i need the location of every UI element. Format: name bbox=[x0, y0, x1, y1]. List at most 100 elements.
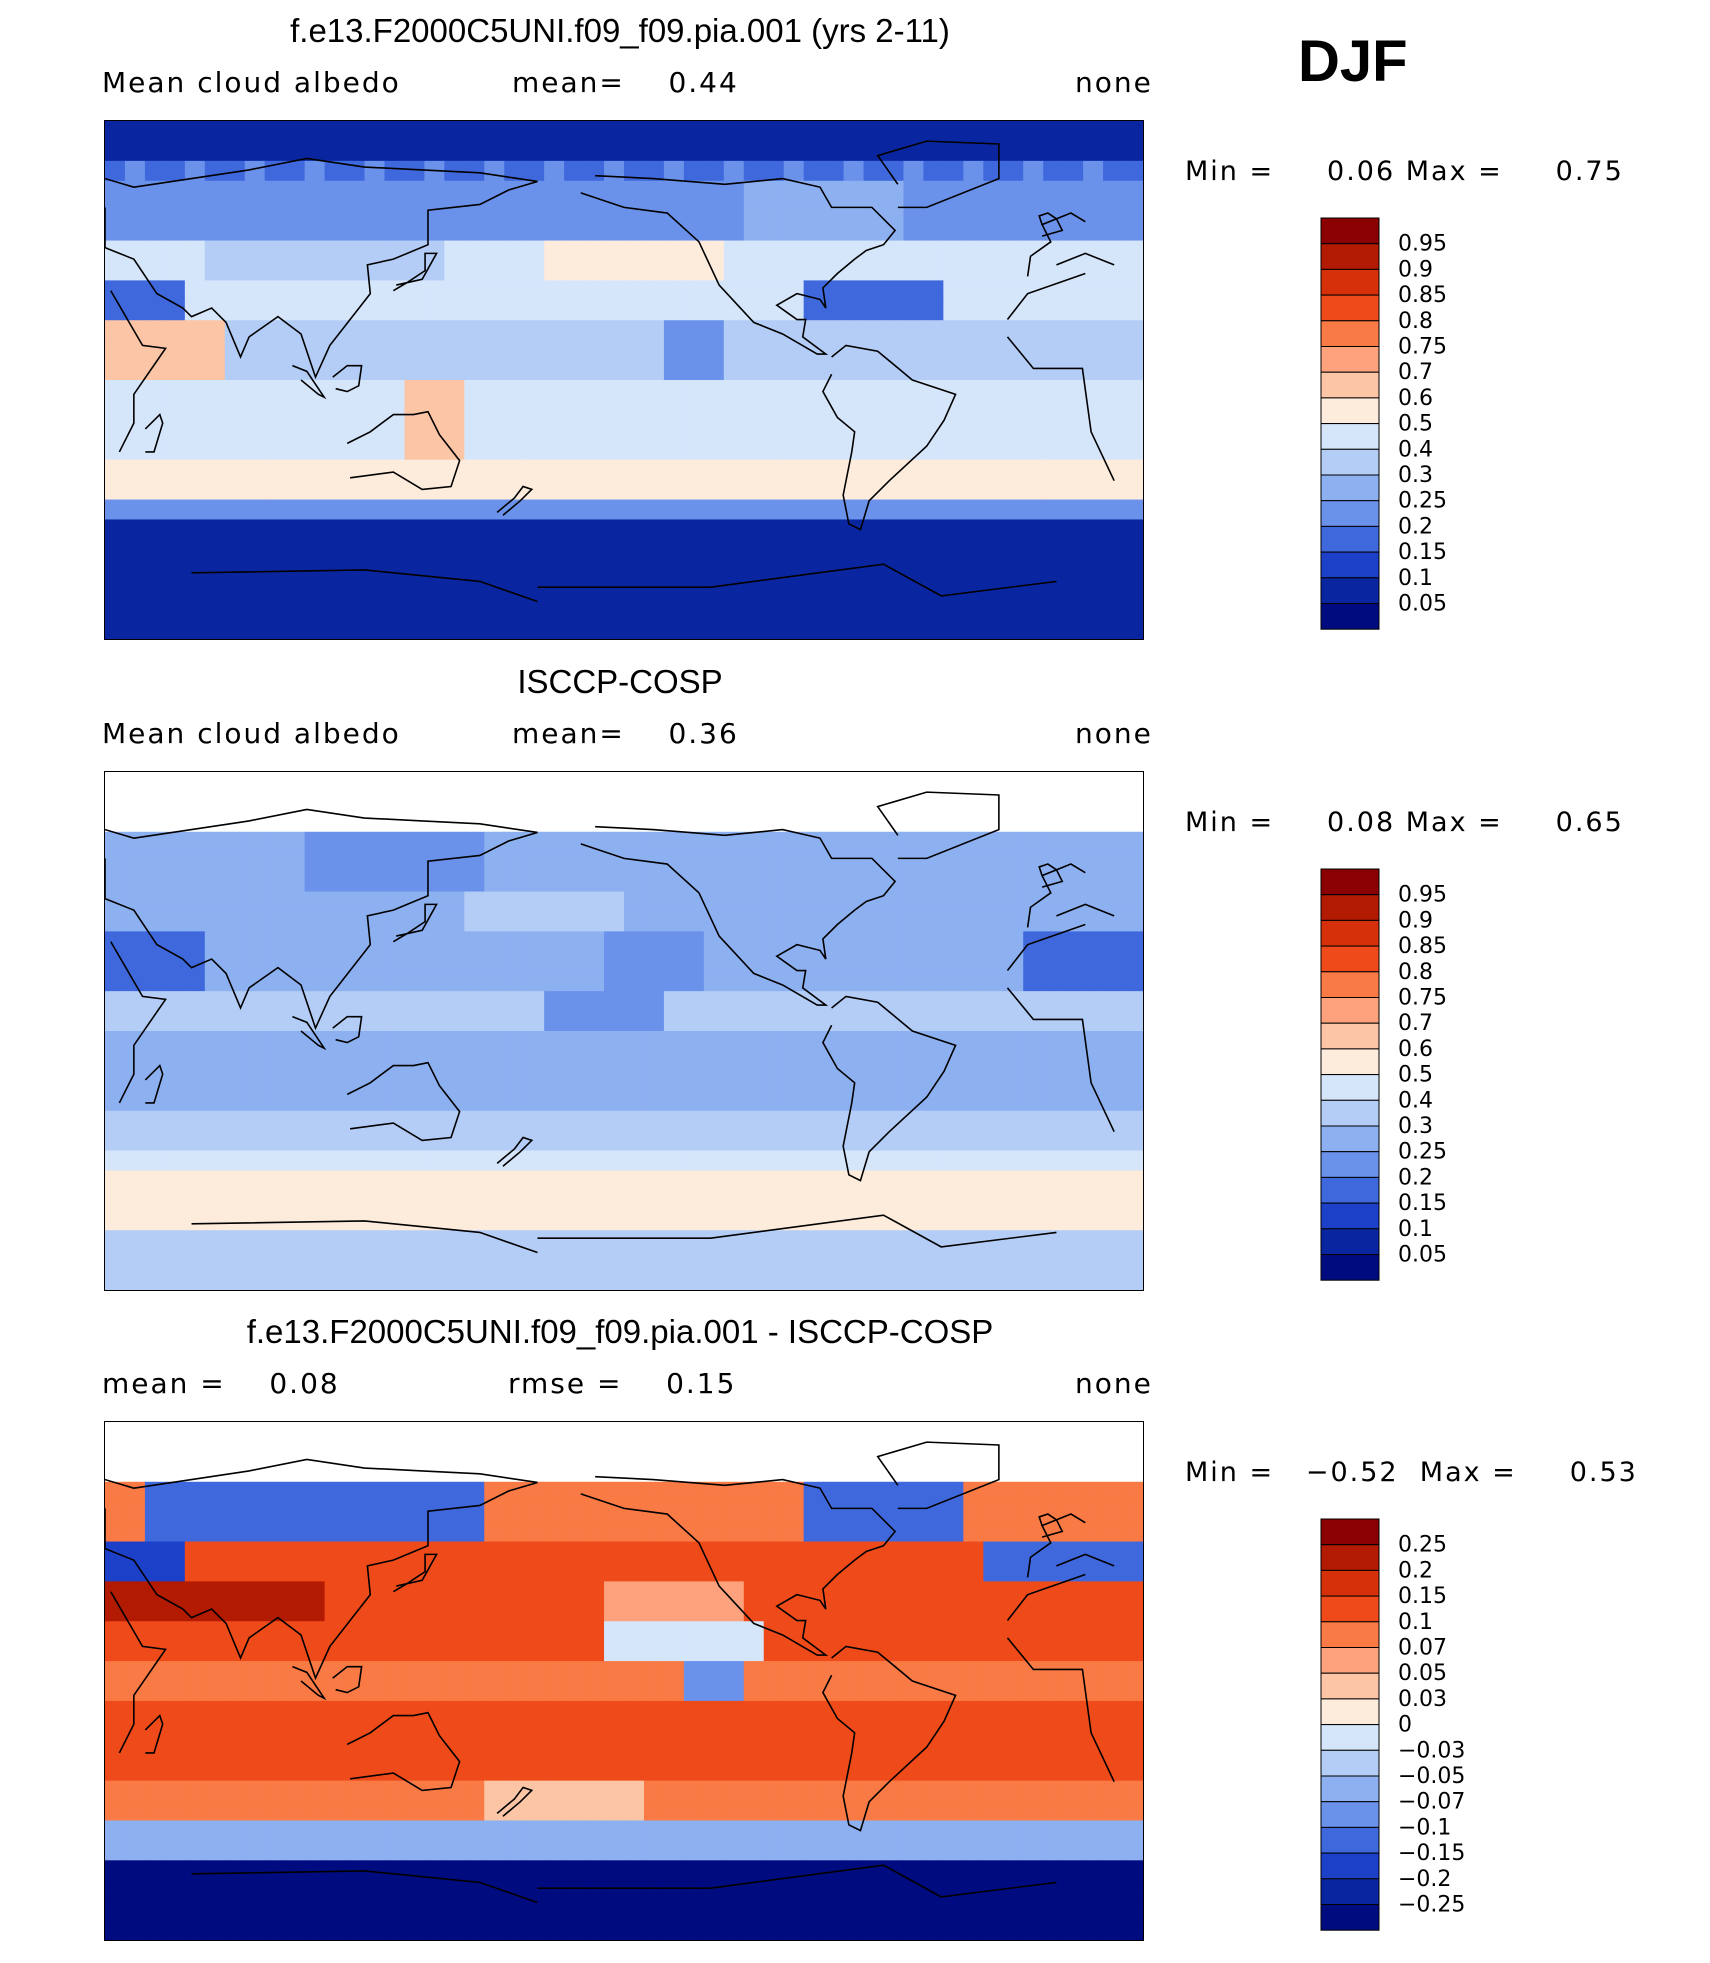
field-cell bbox=[124, 1090, 146, 1112]
field-cell bbox=[584, 1501, 605, 1523]
field-cell bbox=[1023, 1521, 1044, 1543]
field-cell bbox=[524, 260, 545, 281]
field-cell bbox=[604, 1130, 625, 1152]
field-cell bbox=[723, 1250, 745, 1271]
field-cell bbox=[903, 1661, 924, 1682]
colorbar-tick-label: 0.4 bbox=[1398, 437, 1433, 462]
field-cell bbox=[883, 439, 904, 461]
field-cell bbox=[604, 1170, 625, 1191]
field-cell bbox=[723, 479, 745, 501]
field-cell bbox=[544, 1800, 565, 1821]
field-cell bbox=[823, 931, 845, 952]
field-cell bbox=[1003, 160, 1024, 182]
field-cell bbox=[1023, 360, 1044, 381]
field-cell bbox=[504, 1270, 525, 1290]
field-cell bbox=[983, 459, 1004, 481]
field-cell bbox=[504, 1561, 525, 1582]
field-cell bbox=[643, 499, 665, 520]
field-cell bbox=[604, 479, 625, 501]
field-cell bbox=[604, 1700, 625, 1722]
field-cell bbox=[903, 180, 924, 202]
field-cell bbox=[1083, 831, 1104, 853]
field-cell bbox=[624, 1031, 645, 1052]
field-cell bbox=[943, 1860, 964, 1881]
field-cell bbox=[404, 931, 425, 952]
field-cell bbox=[304, 459, 326, 481]
field-cell bbox=[524, 380, 545, 401]
field-cell bbox=[943, 1170, 964, 1191]
field-cell bbox=[1063, 519, 1084, 540]
field-cell bbox=[863, 280, 884, 301]
field-cell bbox=[1083, 991, 1104, 1012]
field-cell bbox=[624, 240, 645, 261]
field-cell bbox=[683, 300, 705, 321]
field-cell bbox=[624, 140, 645, 162]
field-cell bbox=[663, 1720, 685, 1742]
field-cell bbox=[204, 1090, 226, 1112]
field-cell bbox=[803, 1190, 825, 1211]
field-cell bbox=[144, 140, 166, 162]
field-cell bbox=[943, 991, 964, 1012]
field-cell bbox=[923, 1521, 944, 1543]
field-cell bbox=[404, 1581, 425, 1602]
field-cell bbox=[444, 1210, 465, 1231]
field-cell bbox=[504, 399, 525, 421]
field-cell bbox=[643, 340, 665, 361]
field-cell bbox=[544, 1050, 565, 1072]
field-cell bbox=[703, 220, 725, 242]
field-cell bbox=[624, 399, 645, 421]
field-cell bbox=[564, 559, 585, 580]
field-cell bbox=[923, 1561, 944, 1582]
field-cell bbox=[1103, 559, 1124, 580]
field-cell bbox=[604, 1641, 625, 1662]
field-cell bbox=[1043, 519, 1064, 540]
field-cell bbox=[244, 1621, 266, 1642]
field-cell bbox=[284, 1050, 306, 1072]
field-cell bbox=[1103, 499, 1124, 520]
field-cell bbox=[1023, 951, 1044, 972]
field-cell bbox=[244, 479, 266, 501]
field-cell bbox=[723, 1681, 745, 1702]
field-cell bbox=[923, 579, 944, 600]
field-cell bbox=[524, 340, 545, 361]
field-cell bbox=[1003, 280, 1024, 301]
field-cell bbox=[743, 180, 765, 202]
field-cell bbox=[484, 1501, 505, 1523]
field-cell bbox=[663, 931, 685, 952]
field-cell bbox=[464, 1521, 485, 1543]
field-cell bbox=[524, 539, 545, 560]
field-cell bbox=[943, 579, 964, 600]
field-cell bbox=[244, 1780, 266, 1802]
field-cell bbox=[424, 1681, 445, 1702]
mean-label: mean= 0.36 bbox=[512, 717, 739, 750]
field-cell bbox=[564, 121, 585, 142]
field-cell bbox=[683, 1210, 705, 1231]
field-cell bbox=[264, 1880, 286, 1901]
field-cell bbox=[344, 1250, 365, 1271]
field-cell bbox=[184, 1840, 206, 1861]
colorbar-tick-label: 0.15 bbox=[1398, 1584, 1447, 1609]
field-cell bbox=[823, 160, 845, 182]
field-cell bbox=[803, 1250, 825, 1271]
field-cell bbox=[105, 1210, 126, 1231]
field-cell bbox=[683, 1250, 705, 1271]
field-cell bbox=[164, 1110, 186, 1132]
field-cell bbox=[604, 1621, 625, 1642]
field-cell bbox=[464, 1170, 485, 1191]
field-cell bbox=[1063, 300, 1084, 321]
field-cell bbox=[643, 1760, 665, 1782]
field-cell bbox=[544, 499, 565, 520]
field-cell bbox=[344, 499, 365, 520]
field-cell bbox=[444, 1501, 465, 1523]
field-cell bbox=[1083, 1641, 1104, 1662]
field-cell bbox=[304, 1110, 326, 1132]
field-cell bbox=[105, 1521, 126, 1543]
field-cell bbox=[763, 891, 785, 912]
field-cell bbox=[1123, 619, 1143, 639]
field-cell bbox=[683, 499, 705, 520]
field-cell bbox=[1123, 1860, 1143, 1881]
field-cell bbox=[783, 1230, 805, 1251]
field-cell bbox=[544, 439, 565, 461]
field-cell bbox=[1003, 459, 1024, 481]
field-cell bbox=[144, 519, 166, 540]
